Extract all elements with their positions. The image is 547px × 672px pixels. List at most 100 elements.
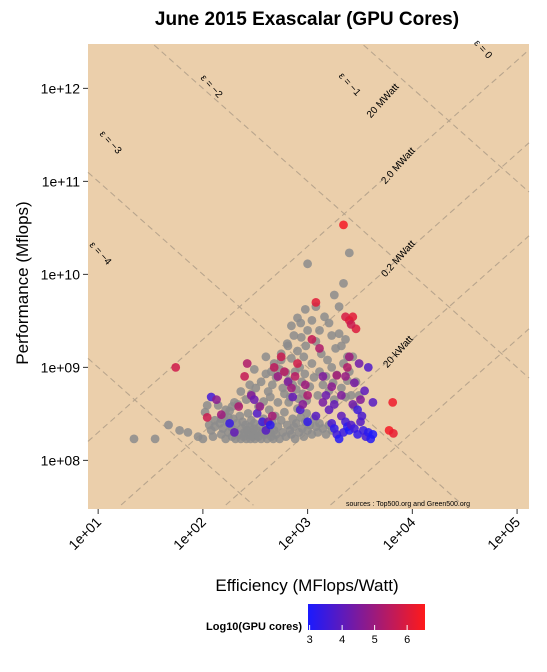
gpu-data-point xyxy=(324,405,334,415)
data-point xyxy=(210,422,220,432)
gpu-data-point xyxy=(265,420,275,430)
data-point xyxy=(296,333,306,342)
gpu-data-point xyxy=(240,372,250,381)
gpu-data-point xyxy=(280,367,289,376)
legend-tick-label: 5 xyxy=(372,634,378,646)
gpu-data-point xyxy=(300,380,310,390)
data-point xyxy=(256,377,266,387)
chart-title: June 2015 Exascalar (GPU Cores) xyxy=(155,9,459,30)
legend-tick-label: 6 xyxy=(404,634,410,646)
gpu-data-point xyxy=(273,372,283,381)
gpu-data-point xyxy=(171,363,181,372)
gpu-data-point xyxy=(318,372,328,381)
data-point xyxy=(323,355,332,365)
data-point xyxy=(320,312,329,322)
data-point xyxy=(329,290,339,300)
data-point xyxy=(287,354,296,363)
data-point xyxy=(276,415,286,425)
data-point xyxy=(334,329,344,339)
data-point xyxy=(164,420,173,430)
data-point xyxy=(249,365,259,374)
gpu-data-point xyxy=(212,395,221,404)
gpu-data-point xyxy=(216,410,226,420)
gpu-data-point xyxy=(337,391,346,400)
color-legend: Log10(GPU cores) 3 4 5 6 xyxy=(206,604,425,646)
gpu-data-point xyxy=(303,417,312,427)
data-point xyxy=(307,359,317,368)
reference-lines xyxy=(87,44,530,506)
data-point xyxy=(339,279,348,288)
gpu-data-point xyxy=(290,372,300,381)
data-point xyxy=(289,331,299,340)
data-point xyxy=(283,341,293,351)
data-point xyxy=(290,434,300,444)
gpu-data-point xyxy=(344,352,354,362)
gpu-data-point xyxy=(249,395,259,404)
data-point xyxy=(293,346,302,356)
gpu-data-point xyxy=(357,411,367,421)
data-point xyxy=(293,313,302,323)
data-point xyxy=(307,316,317,325)
gpu-data-point xyxy=(354,359,364,368)
gpu-data-point xyxy=(343,363,352,372)
y-axis-ticks: 1e+08 1e+09 1e+10 1e+11 1e+12 xyxy=(41,80,88,468)
exascalar-line xyxy=(87,171,464,506)
gpu-data-point xyxy=(288,392,298,402)
data-point xyxy=(318,380,328,390)
data-point xyxy=(267,380,277,390)
exascalar-line xyxy=(153,44,530,379)
data-point xyxy=(300,369,310,379)
gpu-data-point xyxy=(327,382,337,392)
gpu-data-point xyxy=(360,386,369,396)
data-point xyxy=(303,326,312,335)
gpu-data-point xyxy=(348,312,358,322)
data-point xyxy=(327,331,337,340)
x-axis-ticks: 1e+01 1e+02 1e+03 1e+04 1e+05 xyxy=(65,509,523,553)
legend-title: Log10(GPU cores) xyxy=(206,621,302,633)
data-point xyxy=(261,352,271,362)
gpu-data-point xyxy=(269,363,279,372)
gpu-data-point xyxy=(356,395,365,404)
data-point xyxy=(344,248,354,258)
y-tick-label: 1e+10 xyxy=(41,266,81,282)
gpu-data-point xyxy=(332,371,342,380)
data-point xyxy=(287,321,296,331)
gpu-data-point xyxy=(276,352,286,362)
gpu-data-point xyxy=(346,320,356,329)
legend-ticks: 3 4 5 6 xyxy=(307,625,410,646)
gpu-data-point xyxy=(368,398,378,407)
data-point xyxy=(346,391,356,400)
data-point xyxy=(324,318,334,328)
data-point xyxy=(236,387,246,396)
data-point xyxy=(245,380,255,390)
gpu-data-point xyxy=(225,419,235,428)
gpu-data-point xyxy=(303,391,312,400)
gpu-data-point xyxy=(242,359,252,368)
exascalar-line xyxy=(87,357,254,506)
data-point xyxy=(341,335,350,344)
data-point xyxy=(198,434,208,444)
data-point xyxy=(273,398,283,407)
gpu-data-point xyxy=(368,430,378,439)
data-point xyxy=(202,401,212,410)
gpu-data-point xyxy=(341,372,350,381)
data-point xyxy=(337,383,346,393)
gpu-data-point xyxy=(388,398,398,407)
data-point xyxy=(300,305,310,314)
gpu-data-point xyxy=(350,378,359,388)
gpu-data-point xyxy=(252,409,262,418)
gpu-data-point xyxy=(315,344,324,353)
data-point xyxy=(280,407,289,417)
gpu-data-point xyxy=(389,429,398,438)
legend-colorbar xyxy=(308,604,425,630)
data-points xyxy=(129,220,398,444)
gpu-data-point xyxy=(202,413,212,422)
data-point xyxy=(309,373,319,382)
data-point xyxy=(265,392,275,402)
gpu-data-point xyxy=(307,335,317,344)
x-axis-label: Efficiency (MFlops/Watt) xyxy=(215,576,398,595)
data-point xyxy=(302,409,312,418)
legend-tick-label: 3 xyxy=(307,634,313,646)
y-tick-label: 1e+08 xyxy=(41,452,81,468)
